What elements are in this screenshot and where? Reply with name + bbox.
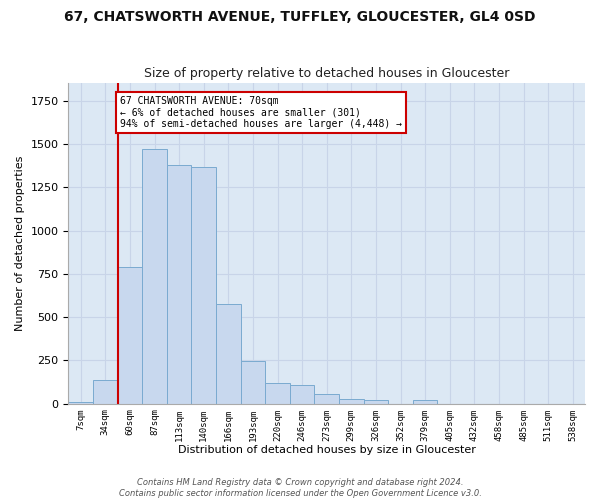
Bar <box>167 165 191 404</box>
Bar <box>290 384 314 404</box>
Bar <box>191 166 216 404</box>
Bar <box>118 267 142 404</box>
Bar <box>265 383 290 404</box>
Bar <box>413 400 437 404</box>
Bar <box>364 400 388 404</box>
Text: Contains HM Land Registry data © Crown copyright and database right 2024.
Contai: Contains HM Land Registry data © Crown c… <box>119 478 481 498</box>
Bar <box>68 402 93 404</box>
X-axis label: Distribution of detached houses by size in Gloucester: Distribution of detached houses by size … <box>178 445 476 455</box>
Bar <box>142 149 167 404</box>
Bar <box>216 304 241 404</box>
Bar <box>241 362 265 404</box>
Bar <box>93 380 118 404</box>
Bar <box>314 394 339 404</box>
Bar <box>339 398 364 404</box>
Text: 67 CHATSWORTH AVENUE: 70sqm
← 6% of detached houses are smaller (301)
94% of sem: 67 CHATSWORTH AVENUE: 70sqm ← 6% of deta… <box>120 96 402 129</box>
Text: 67, CHATSWORTH AVENUE, TUFFLEY, GLOUCESTER, GL4 0SD: 67, CHATSWORTH AVENUE, TUFFLEY, GLOUCEST… <box>64 10 536 24</box>
Title: Size of property relative to detached houses in Gloucester: Size of property relative to detached ho… <box>144 66 509 80</box>
Y-axis label: Number of detached properties: Number of detached properties <box>15 156 25 332</box>
